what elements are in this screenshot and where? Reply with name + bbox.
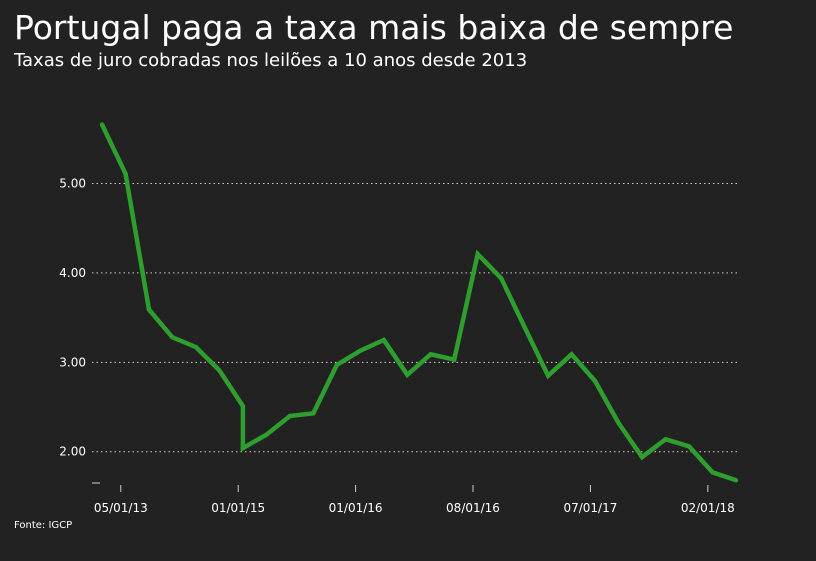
- data-point: [639, 454, 645, 460]
- data-point: [522, 325, 527, 330]
- data-point: [686, 444, 692, 449]
- y-axis-labels: 2.00 3.00 4.00 5.00: [59, 177, 86, 459]
- data-point: [475, 251, 480, 257]
- data-point: [616, 420, 621, 426]
- data-point: [146, 307, 152, 312]
- data-point: [99, 122, 105, 127]
- y-tick-label: 3.00: [59, 355, 86, 369]
- x-tick-label: 02/01/18: [681, 501, 735, 515]
- data-point: [710, 470, 715, 475]
- x-tick-label: 01/01/16: [329, 501, 383, 515]
- data-point: [334, 362, 339, 368]
- y-tick-label: 5.00: [59, 177, 86, 191]
- chart-title: Portugal paga a taxa mais baixa de sempr…: [14, 8, 734, 47]
- data-point: [499, 276, 504, 281]
- y-tick-label: 4.00: [59, 266, 86, 280]
- chart-subtitle: Taxas de juro cobradas nos leilões a 10 …: [14, 50, 528, 71]
- data-point: [264, 432, 269, 437]
- x-tick-label: 07/01/17: [563, 501, 617, 515]
- data-point: [428, 352, 433, 357]
- data-point: [381, 337, 386, 343]
- data-point: [170, 335, 175, 340]
- data-point: [358, 348, 363, 353]
- series-line: [99, 123, 737, 483]
- x-tick-label: 05/01/13: [94, 501, 148, 515]
- data-point: [287, 413, 293, 419]
- data-point: [663, 437, 668, 442]
- series: [99, 122, 739, 483]
- data-point: [569, 352, 574, 357]
- data-point: [452, 357, 457, 362]
- data-point: [240, 403, 246, 409]
- data-point: [123, 171, 128, 176]
- data-point: [217, 368, 222, 373]
- x-tick-label: 01/01/15: [211, 501, 265, 515]
- gridlines: [92, 183, 738, 453]
- data-point: [405, 372, 410, 377]
- data-point: [311, 411, 316, 416]
- data-point: [545, 373, 551, 378]
- data-point: [592, 378, 598, 384]
- x-tick-label: 08/01/16: [446, 501, 500, 515]
- y-tick-label: 2.00: [59, 445, 86, 459]
- data-point: [733, 478, 739, 483]
- source-note: Fonte: IGCP: [14, 520, 73, 531]
- x-axis: 05/01/13 01/01/15 01/01/16 08/01/16 07/01/17…: [92, 482, 735, 515]
- data-point: [240, 445, 246, 451]
- data-point: [193, 344, 199, 350]
